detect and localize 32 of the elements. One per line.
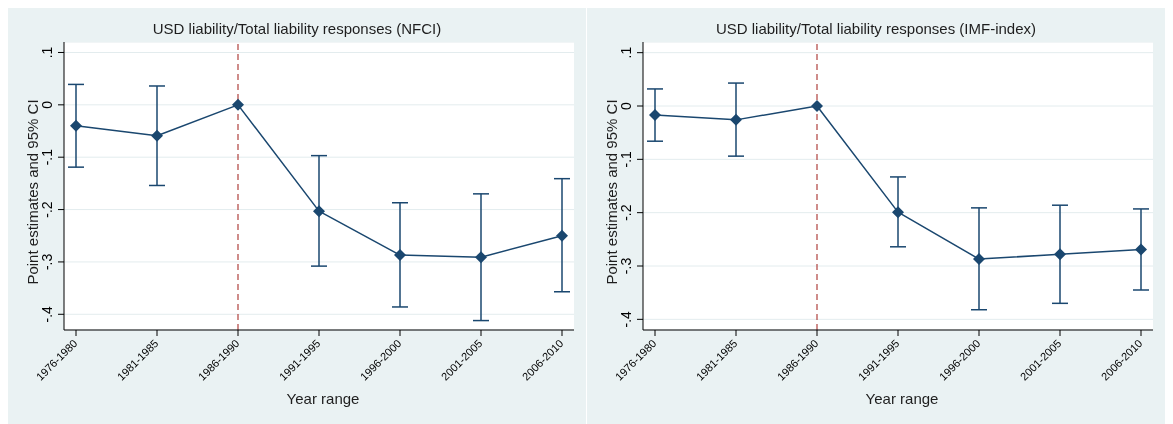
y-tick-label: -.1 <box>618 150 634 168</box>
point <box>313 205 325 218</box>
y-tick-label: -.1 <box>39 148 55 166</box>
x-axis-title: Year range <box>285 390 361 407</box>
point <box>730 113 742 126</box>
y-tick-label: -.2 <box>39 201 55 218</box>
y-tick-label: -.2 <box>618 204 634 221</box>
point <box>649 109 661 122</box>
point <box>394 249 406 262</box>
chart-title: USD liability/Total liability responses (NFCI) <box>151 20 443 37</box>
point <box>1135 243 1147 256</box>
point <box>70 119 82 132</box>
point <box>151 129 163 142</box>
y-axis-title: Point estimates and 95% CI <box>602 99 620 285</box>
y-tick-label: 0 <box>618 101 634 110</box>
y-tick-label: .1 <box>39 46 55 59</box>
x-axis-title: Year range <box>864 390 940 407</box>
point <box>475 251 487 264</box>
y-tick-label: -.4 <box>39 305 55 323</box>
y-axis-title: Point estimates and 95% CI <box>23 99 41 285</box>
y-tick-label: -.4 <box>618 310 634 328</box>
point <box>811 100 823 112</box>
point <box>1054 248 1066 261</box>
point <box>892 206 904 219</box>
y-tick-label: .1 <box>618 46 634 59</box>
point <box>232 98 244 111</box>
point <box>556 229 568 242</box>
y-tick-label: -.3 <box>39 253 55 271</box>
chart-title: USD liability/Total liability responses (IMF-index) <box>714 20 1038 37</box>
y-tick-label: 0 <box>39 100 55 109</box>
y-tick-label: -.3 <box>618 257 634 275</box>
point <box>973 253 985 266</box>
